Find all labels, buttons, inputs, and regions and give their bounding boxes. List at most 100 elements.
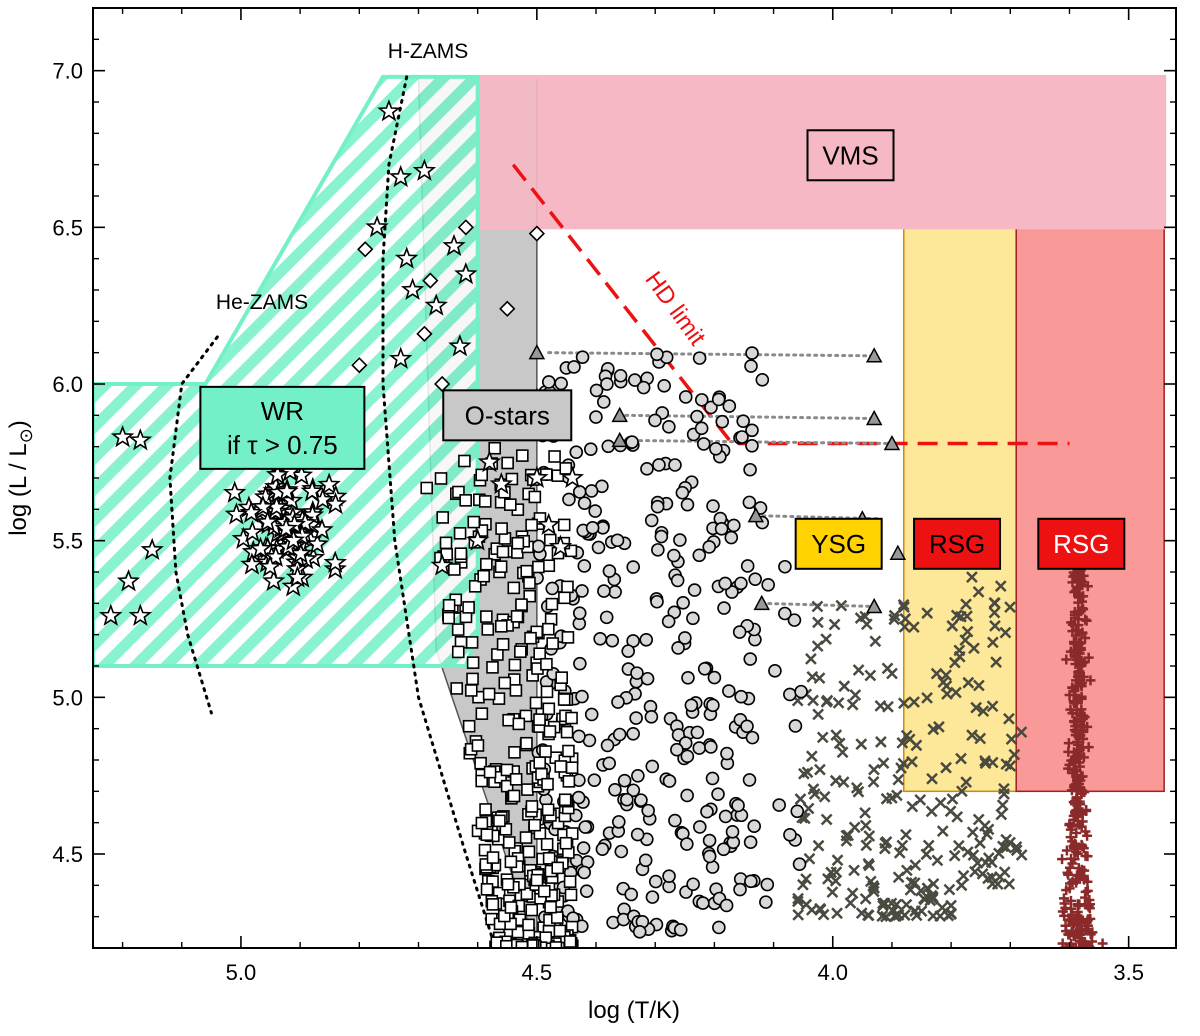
ob-star-point <box>696 437 711 451</box>
wr-star-point <box>255 509 280 533</box>
ob-star-point <box>597 584 611 598</box>
wr-star-point <box>275 479 299 502</box>
ob-star-point <box>648 413 662 428</box>
ob-star-point <box>783 828 797 842</box>
ob-star-point <box>745 346 759 360</box>
ob-star-point <box>778 606 792 621</box>
ysg-point <box>1003 878 1016 890</box>
o-star-point <box>448 563 461 576</box>
o-star-point <box>541 803 555 817</box>
ysg-point <box>805 652 817 665</box>
ob-star-point <box>575 350 590 364</box>
o-star-point <box>564 888 578 902</box>
ysg-point <box>970 701 983 714</box>
o-star-point <box>560 725 574 739</box>
ob-star-point <box>678 390 693 404</box>
ob-star-point <box>694 393 709 407</box>
rsg-point <box>1081 918 1092 929</box>
ob-star-point <box>715 414 730 429</box>
ob-star-point <box>650 499 665 514</box>
ysg-point <box>797 878 809 891</box>
label-vms-box <box>806 129 895 182</box>
ob-star-point <box>587 773 602 787</box>
o-star-point <box>454 547 468 560</box>
ysg-point <box>896 736 909 749</box>
wr-star-point <box>128 428 153 451</box>
ysg-point <box>831 854 844 867</box>
ob-star-point <box>629 711 643 725</box>
rsg-point <box>1062 867 1073 878</box>
o-star-point <box>440 547 453 561</box>
ysg-point <box>988 606 1001 619</box>
ysg-point <box>835 599 848 612</box>
o-star-point <box>523 589 536 603</box>
o-star-point <box>498 676 512 690</box>
ob-star-point <box>577 559 592 573</box>
o-star-point <box>504 901 518 914</box>
wr-star-point <box>258 554 282 577</box>
ob-star-point <box>608 782 622 797</box>
ob-star-point <box>742 773 757 787</box>
o-star-point <box>496 545 510 559</box>
ysg-point <box>892 871 905 884</box>
rsg-point <box>1069 780 1080 791</box>
rsg-point <box>1073 773 1084 784</box>
triangle-point <box>611 406 628 423</box>
ysg-point <box>921 692 933 704</box>
ysg-point <box>990 656 1002 669</box>
ysg-point <box>904 884 917 896</box>
ysg-point <box>986 877 999 890</box>
rsg-point <box>1085 929 1096 940</box>
rsg-point <box>1080 614 1091 625</box>
rsg-point <box>1071 737 1082 748</box>
ob-star-point <box>625 435 639 449</box>
o-star-point <box>508 746 521 759</box>
o-star-point <box>529 696 543 710</box>
y-tick-label: 7.0 <box>52 59 83 84</box>
ysg-point <box>862 857 875 870</box>
o-star-point <box>544 533 557 547</box>
ob-star-point <box>650 347 664 362</box>
ob-star-point <box>697 662 712 676</box>
o-star-point <box>521 783 534 796</box>
ob-star-point <box>734 576 748 591</box>
ysg-point <box>849 689 862 701</box>
rsg-point <box>1063 915 1074 926</box>
wr-star-point <box>274 516 298 539</box>
o-star-point <box>540 837 554 851</box>
wr-star-point <box>448 334 472 357</box>
rsg-point <box>1065 824 1076 835</box>
o-star-point <box>533 647 546 661</box>
ob-star-point <box>686 877 700 892</box>
ob-star-point <box>654 529 669 544</box>
ysg-point <box>890 910 902 922</box>
ysg-point <box>848 821 861 834</box>
ob-star-point <box>702 833 717 848</box>
ob-star-point <box>614 844 629 859</box>
ysg-point <box>955 879 968 892</box>
ob-star-point <box>626 560 641 574</box>
o-star-point <box>530 873 544 887</box>
ysg-point <box>1010 844 1023 857</box>
o-star-point <box>504 855 518 869</box>
rsg-point <box>1068 747 1079 758</box>
x-tick-label: 4.5 <box>522 960 553 985</box>
rsg-point <box>1080 850 1091 861</box>
ob-star-point <box>670 573 685 588</box>
o-star-point <box>475 468 489 482</box>
y-axis-label: log (L / L⊙) <box>5 420 36 536</box>
o-star-point <box>551 861 565 875</box>
ob-star-point <box>644 710 659 724</box>
wr-star-point <box>310 517 334 541</box>
ob-star-point <box>709 441 723 456</box>
o-star-point <box>562 775 576 788</box>
rsg-point <box>1066 853 1077 864</box>
ysg-point <box>927 878 940 890</box>
ysg-point <box>908 877 921 889</box>
ob-star-point <box>722 684 736 698</box>
ysg-point <box>859 807 871 819</box>
ysg-point <box>986 636 999 649</box>
o-star-point <box>554 760 568 773</box>
ysg-point <box>918 893 931 906</box>
ysg-point <box>855 738 868 751</box>
